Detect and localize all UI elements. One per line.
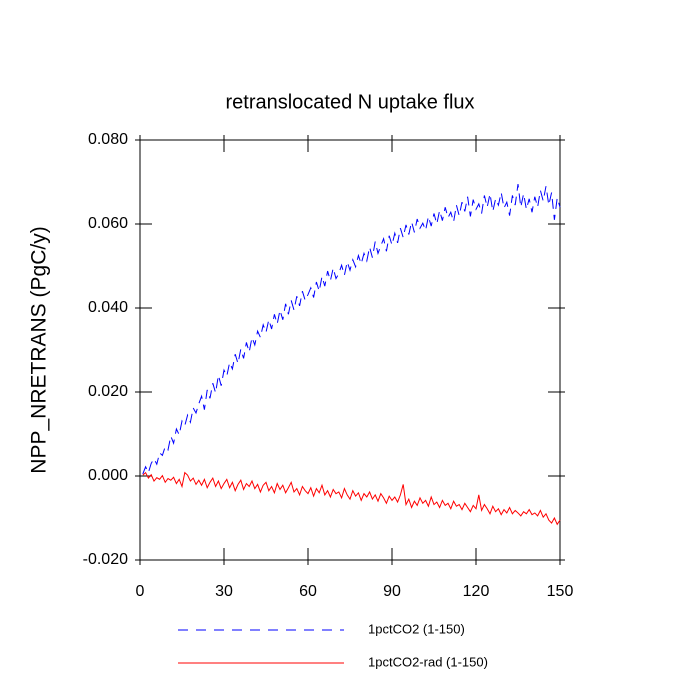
x-tick-label: 150	[547, 583, 574, 600]
y-tick-label: 0.000	[88, 467, 128, 484]
series-line	[142, 184, 561, 475]
y-tick-label: 0.020	[88, 383, 128, 400]
chart-title: retranslocated N uptake flux	[225, 91, 474, 113]
series-line	[142, 471, 561, 526]
x-tick-label: 90	[383, 583, 401, 600]
x-tick-label: 120	[463, 583, 490, 600]
x-tick-label: 30	[215, 583, 233, 600]
legend-label: 1pctCO2 (1-150)	[368, 621, 465, 636]
legend-label: 1pctCO2-rad (1-150)	[368, 654, 488, 669]
y-tick-label: 0.040	[88, 299, 128, 316]
y-axis-label: NPP_NRETRANS (PgC/y)	[28, 226, 51, 473]
y-tick-label: 0.060	[88, 215, 128, 232]
plot-frame	[139, 139, 561, 561]
x-tick-label: 0	[136, 583, 145, 600]
y-tick-label: 0.080	[88, 131, 128, 148]
x-tick-label: 60	[299, 583, 317, 600]
y-tick-label: -0.020	[83, 551, 128, 568]
